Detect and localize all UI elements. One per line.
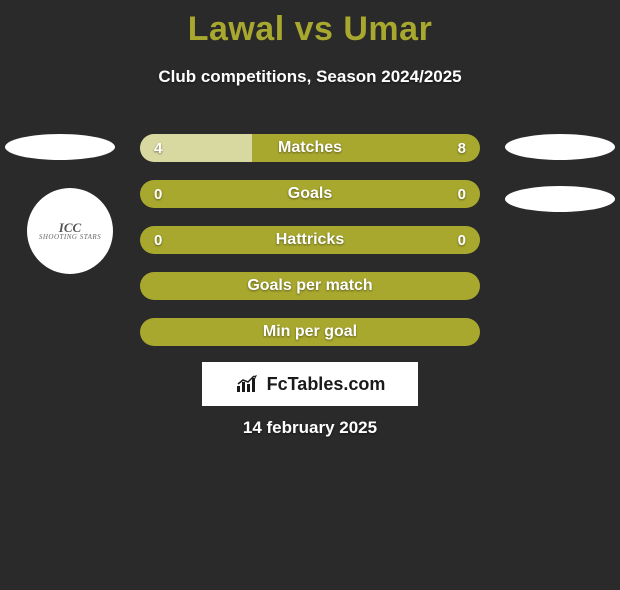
player-right-placeholder-2 [505, 186, 615, 212]
bar-hattricks-label: Hattricks [276, 231, 344, 249]
date-label: 14 february 2025 [0, 418, 620, 438]
bar-goals-per-match: Goals per match [140, 272, 480, 300]
bar-matches-left-value: 4 [154, 134, 162, 162]
bar-goals-right-value: 0 [458, 180, 466, 208]
comparison-bars: 4 Matches 8 0 Goals 0 0 Hattricks 0 Goal… [140, 134, 480, 364]
watermark-text: FcTables.com [267, 374, 386, 395]
player-left-placeholder-1 [5, 134, 115, 160]
bar-goals-left-value: 0 [154, 180, 162, 208]
bar-matches-label: Matches [278, 139, 342, 157]
bar-hattricks-left-value: 0 [154, 226, 162, 254]
page-title: Lawal vs Umar [0, 10, 620, 49]
bar-gpm-label: Goals per match [247, 277, 372, 295]
watermark: FcTables.com [202, 362, 418, 406]
team-badge-line2: SHOOTING STARS [39, 234, 101, 242]
bar-min-per-goal: Min per goal [140, 318, 480, 346]
bar-chart-icon [235, 374, 261, 394]
team-badge-line1: ICC [59, 221, 81, 234]
bar-mpg-label: Min per goal [263, 323, 357, 341]
bar-goals: 0 Goals 0 [140, 180, 480, 208]
bar-hattricks-right-value: 0 [458, 226, 466, 254]
bar-hattricks: 0 Hattricks 0 [140, 226, 480, 254]
team-badge-left: ICC SHOOTING STARS [27, 188, 113, 274]
bar-matches: 4 Matches 8 [140, 134, 480, 162]
player-right-placeholder-1 [505, 134, 615, 160]
bar-goals-label: Goals [288, 185, 332, 203]
page-subtitle: Club competitions, Season 2024/2025 [0, 67, 620, 87]
bar-matches-right-value: 8 [458, 134, 466, 162]
